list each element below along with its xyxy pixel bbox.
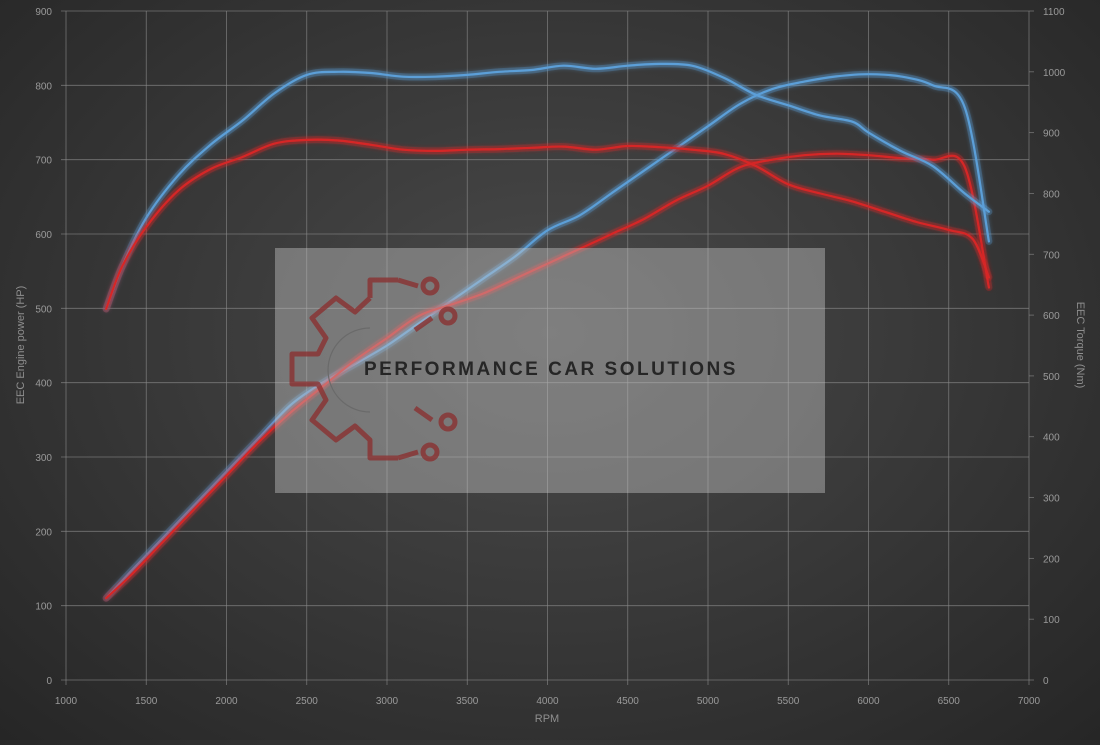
x-tick-label: 5000 — [697, 696, 720, 707]
series-line — [105, 138, 990, 311]
y-left-tick-label: 100 — [35, 602, 52, 613]
x-tick-label: 2500 — [296, 696, 319, 707]
x-tick-label: 2000 — [215, 696, 238, 707]
logo-arc — [327, 327, 371, 413]
watermark-text: PERFORMANCE CAR SOLUTIONS — [364, 359, 738, 380]
series-line — [105, 152, 990, 600]
y-left-tick-label: 800 — [35, 81, 52, 92]
y-right-tick-label: 400 — [1043, 433, 1060, 444]
gear-circuit-logo-icon — [289, 276, 458, 462]
watermark-panel — [275, 248, 825, 493]
y-left-tick-label: 400 — [35, 379, 52, 390]
x-tick-label: 7000 — [1018, 696, 1041, 707]
y-left-tick-label: 0 — [46, 676, 52, 687]
y-right-tick-label: 800 — [1043, 189, 1060, 200]
series-2 — [102, 60, 993, 313]
watermark: PERFORMANCE CAR SOLUTIONS — [275, 248, 825, 493]
grid — [61, 10, 1034, 685]
x-tick-label: 1500 — [135, 696, 158, 707]
series-layer — [102, 60, 993, 602]
y-left-tick-label: 200 — [35, 527, 52, 538]
x-tick-label: 1000 — [55, 696, 78, 707]
y-left-tick-label: 500 — [35, 304, 52, 315]
y-right-tick-label: 500 — [1043, 372, 1060, 383]
y-right-tick-label: 1100 — [1043, 7, 1065, 18]
x-axis-title: RPM — [535, 713, 559, 725]
x-tick-label: 6500 — [938, 696, 961, 707]
x-tick-label: 4000 — [536, 696, 559, 707]
y-left-axis-title: EEC Engine power (HP) — [15, 286, 27, 405]
y-right-tick-label: 300 — [1043, 494, 1060, 505]
y-right-tick-label: 900 — [1043, 129, 1060, 140]
y-left-tick-label: 700 — [35, 156, 52, 167]
x-tick-label: 6000 — [857, 696, 880, 707]
y-right-tick-label: 200 — [1043, 554, 1060, 565]
y-left-tick-label: 900 — [35, 7, 52, 18]
x-tick-label: 4500 — [617, 696, 640, 707]
y-left-tick-label: 300 — [35, 453, 52, 464]
y-right-tick-label: 100 — [1043, 615, 1060, 626]
axes: 1000 1500 2000 2500 3000 3500 4000 4500 5000 5500… — [35, 7, 1065, 707]
y-right-tick-label: 1000 — [1043, 68, 1066, 79]
series-line — [105, 73, 990, 600]
series-0 — [102, 70, 993, 602]
series-line — [105, 62, 990, 311]
y-right-tick-label: 700 — [1043, 250, 1060, 261]
series-3 — [102, 136, 993, 313]
x-tick-label: 3500 — [456, 696, 479, 707]
y-left-tick-label: 600 — [35, 230, 52, 241]
y-right-axis-title: EEC Torque (Nm) — [1074, 302, 1086, 389]
y-right-tick-label: 600 — [1043, 311, 1060, 322]
y-right-tick-label: 0 — [1043, 676, 1049, 687]
series-1 — [102, 150, 993, 602]
x-tick-label: 3000 — [376, 696, 399, 707]
x-tick-label: 5500 — [777, 696, 800, 707]
